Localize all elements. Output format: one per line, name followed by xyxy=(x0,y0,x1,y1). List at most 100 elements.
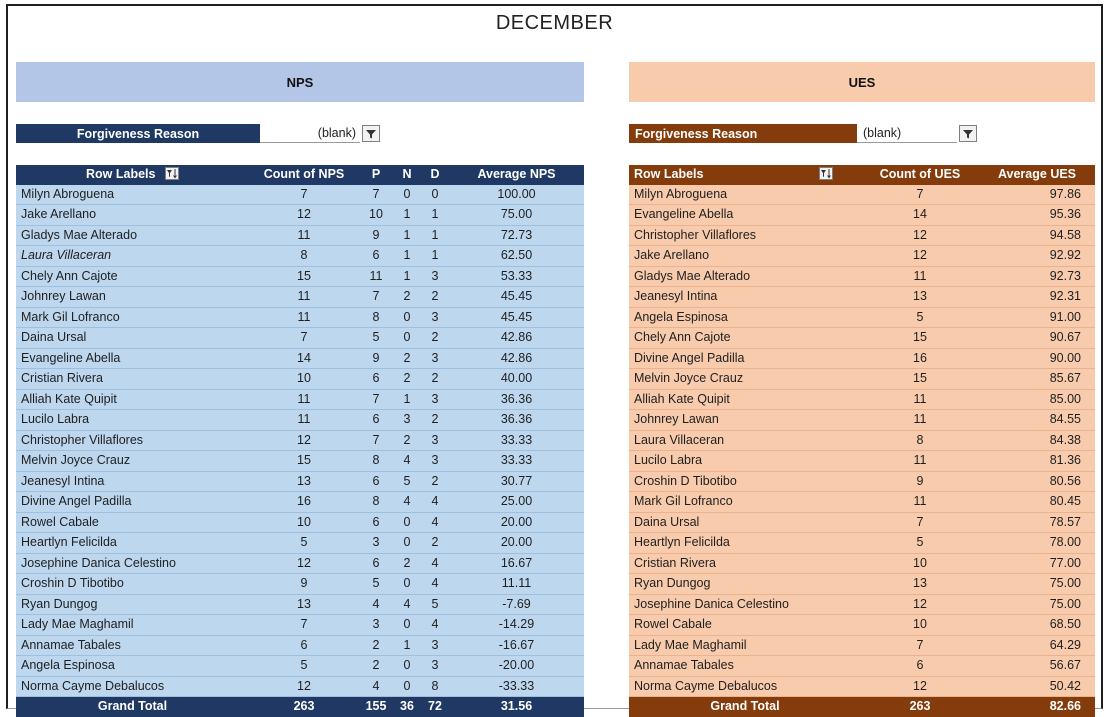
sort-filter-icon[interactable] xyxy=(164,167,179,181)
ues-cell-name: Jeanesyl Intina xyxy=(629,286,861,308)
nps-cell-count: 11 xyxy=(249,389,359,410)
nps-cell-n: 1 xyxy=(393,266,421,287)
nps-cell-count: 13 xyxy=(249,471,359,492)
nps-cell-average: -33.33 xyxy=(449,676,584,697)
table-row: Norma Cayme Debalucos 12 4 0 8 -33.33 xyxy=(16,676,584,697)
nps-cell-n: 1 xyxy=(393,204,421,226)
ues-cell-average: 85.67 xyxy=(979,368,1095,390)
ues-cell-average: 92.92 xyxy=(979,245,1095,267)
nps-cell-average: 45.45 xyxy=(449,286,584,308)
nps-cell-name: Ryan Dungog xyxy=(16,594,249,615)
nps-col-count: Count of NPS xyxy=(249,165,359,185)
nps-cell-average: 45.45 xyxy=(449,307,584,328)
ues-total-count: 263 xyxy=(861,696,979,717)
nps-cell-d: 5 xyxy=(421,594,449,615)
nps-cell-count: 12 xyxy=(249,553,359,574)
nps-cell-count: 16 xyxy=(249,491,359,513)
nps-cell-n: 0 xyxy=(393,614,421,636)
nps-cell-p: 6 xyxy=(359,409,393,431)
nps-cell-p: 8 xyxy=(359,491,393,513)
nps-cell-count: 6 xyxy=(249,635,359,656)
nps-cell-average: 36.36 xyxy=(449,389,584,410)
table-row: Divine Angel Padilla 16 8 4 4 25.00 xyxy=(16,491,584,513)
nps-grand-total-row: Grand Total 263 155 36 72 31.56 xyxy=(16,696,584,717)
ues-cell-average: 75.00 xyxy=(979,594,1095,615)
nps-total-p: 155 xyxy=(359,696,393,717)
ues-cell-name: Johnrey Lawan xyxy=(629,409,861,431)
table-row: Lucilo Labra 11 81.36 xyxy=(629,450,1095,472)
nps-cell-d: 3 xyxy=(421,389,449,410)
nps-cell-n: 4 xyxy=(393,491,421,513)
nps-total-d: 72 xyxy=(421,696,449,717)
ues-cell-count: 11 xyxy=(861,389,979,410)
nps-cell-name: Alliah Kate Quipit xyxy=(16,389,249,410)
ues-cell-average: 84.55 xyxy=(979,409,1095,431)
table-row: Croshin D Tibotibo 9 5 0 4 11.11 xyxy=(16,573,584,595)
ues-cell-count: 11 xyxy=(861,491,979,513)
nps-cell-p: 6 xyxy=(359,471,393,492)
nps-cell-name: Chely Ann Cajote xyxy=(16,266,249,287)
ues-cell-name: Josephine Danica Celestino xyxy=(629,594,861,615)
nps-cell-n: 0 xyxy=(393,327,421,349)
table-row: Lady Mae Maghamil 7 64.29 xyxy=(629,635,1095,656)
nps-cell-name: Jake Arellano xyxy=(16,204,249,226)
nps-cell-name: Johnrey Lawan xyxy=(16,286,249,308)
nps-cell-average: -14.29 xyxy=(449,614,584,636)
nps-cell-p: 8 xyxy=(359,307,393,328)
ues-cell-average: 80.56 xyxy=(979,471,1095,492)
table-row: Ryan Dungog 13 4 4 5 -7.69 xyxy=(16,594,584,615)
nps-cell-d: 4 xyxy=(421,553,449,574)
nps-cell-average: 100.00 xyxy=(449,184,584,205)
ues-cell-name: Jake Arellano xyxy=(629,245,861,267)
nps-cell-d: 2 xyxy=(421,471,449,492)
ues-cell-name: Ryan Dungog xyxy=(629,573,861,595)
nps-cell-d: 4 xyxy=(421,614,449,636)
nps-col-row-labels-text: Row Labels xyxy=(86,167,156,181)
nps-col-row-labels[interactable]: Row Labels xyxy=(16,165,249,185)
table-row: Evangeline Abella 14 9 2 3 42.86 xyxy=(16,348,584,369)
nps-cell-average: 16.67 xyxy=(449,553,584,574)
table-row: Norma Cayme Debalucos 12 50.42 xyxy=(629,676,1095,697)
nps-cell-p: 6 xyxy=(359,553,393,574)
ues-cell-average: 97.86 xyxy=(979,184,1095,205)
nps-cell-name: Evangeline Abella xyxy=(16,348,249,369)
nps-cell-count: 8 xyxy=(249,245,359,267)
nps-cell-name: Milyn Abroguena xyxy=(16,184,249,205)
nps-cell-n: 1 xyxy=(393,225,421,246)
nps-cell-p: 6 xyxy=(359,245,393,267)
ues-cell-count: 8 xyxy=(861,430,979,451)
nps-cell-average: -7.69 xyxy=(449,594,584,615)
nps-cell-d: 2 xyxy=(421,409,449,431)
nps-filter-button[interactable] xyxy=(362,125,380,142)
nps-banner: NPS xyxy=(16,62,584,102)
ues-cell-count: 5 xyxy=(861,307,979,328)
ues-cell-average: 91.00 xyxy=(979,307,1095,328)
ues-cell-name: Cristian Rivera xyxy=(629,553,861,574)
nps-cell-average: -16.67 xyxy=(449,635,584,656)
nps-cell-count: 11 xyxy=(249,307,359,328)
nps-cell-d: 3 xyxy=(421,348,449,369)
ues-filter-button[interactable] xyxy=(959,125,977,142)
nps-cell-name: Mark Gil Lofranco xyxy=(16,307,249,328)
table-row: Rowel Cabale 10 6 0 4 20.00 xyxy=(16,512,584,533)
nps-cell-p: 7 xyxy=(359,430,393,451)
table-row: Annamae Tabales 6 2 1 3 -16.67 xyxy=(16,635,584,656)
nps-cell-count: 11 xyxy=(249,286,359,308)
ues-cell-count: 13 xyxy=(861,286,979,308)
ues-col-row-labels[interactable]: Row Labels xyxy=(629,165,861,185)
nps-cell-average: 33.33 xyxy=(449,430,584,451)
ues-cell-name: Rowel Cabale xyxy=(629,614,861,636)
nps-cell-d: 3 xyxy=(421,430,449,451)
sort-filter-icon[interactable] xyxy=(818,167,833,181)
ues-cell-average: 81.36 xyxy=(979,450,1095,472)
nps-filter-value: (blank) xyxy=(260,124,360,143)
ues-cell-name: Angela Espinosa xyxy=(629,307,861,328)
nps-cell-count: 10 xyxy=(249,512,359,533)
ues-cell-name: Laura Villaceran xyxy=(629,430,861,451)
table-row: Jeanesyl Intina 13 6 5 2 30.77 xyxy=(16,471,584,492)
nps-cell-n: 1 xyxy=(393,245,421,267)
table-row: Milyn Abroguena 7 7 0 0 100.00 xyxy=(16,184,584,205)
ues-total-average: 82.66 xyxy=(979,696,1095,717)
ues-cell-name: Lady Mae Maghamil xyxy=(629,635,861,656)
table-row: Cristian Rivera 10 77.00 xyxy=(629,553,1095,574)
